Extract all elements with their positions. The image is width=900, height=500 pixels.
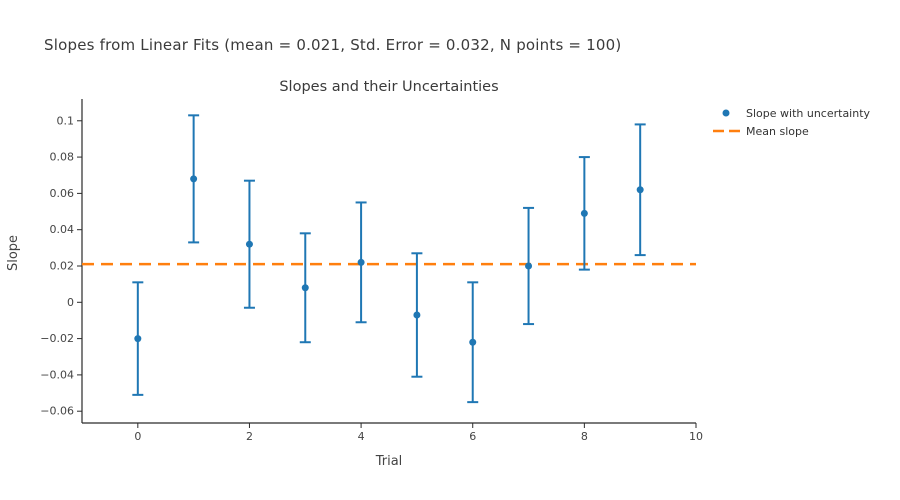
tick-label: 6 — [469, 430, 476, 443]
tick-label: −0.04 — [40, 368, 74, 381]
tick-label: 4 — [358, 430, 365, 443]
data-point-3[interactable] — [301, 284, 309, 292]
data-point-6[interactable] — [469, 338, 477, 346]
chart-title: Slopes and their Uncertainties — [279, 79, 499, 95]
data-point-0[interactable] — [134, 335, 142, 343]
legend: Slope with uncertainty Mean slope — [712, 105, 870, 139]
data-point-2[interactable] — [245, 240, 253, 248]
data-point-8[interactable] — [580, 209, 588, 217]
data-point-9[interactable] — [636, 186, 644, 194]
tick-label: 10 — [689, 430, 703, 443]
tick-label: 0 — [134, 430, 141, 443]
tick-label: −0.06 — [40, 405, 74, 418]
tick-label: 2 — [246, 430, 253, 443]
tick-label: 0 — [67, 296, 74, 309]
data-point-4[interactable] — [357, 258, 365, 266]
data-point-1[interactable] — [190, 175, 198, 183]
legend-dot-marker-icon — [722, 109, 730, 117]
legend-item-slope-with-uncertainty[interactable]: Slope with uncertainty — [712, 105, 870, 121]
legend-dashed-line-icon — [713, 129, 742, 133]
y-axis-title: Slope — [6, 234, 21, 272]
tick-label: 0.1 — [57, 114, 75, 127]
x-axis-title: Trial — [375, 454, 403, 469]
legend-label-slope-with-uncertainty: Slope with uncertainty — [746, 106, 871, 120]
tick-label: 0.06 — [50, 187, 75, 200]
tick-label: 0.04 — [50, 223, 75, 236]
data-point-5[interactable] — [413, 311, 421, 319]
tick-label: 0.08 — [50, 151, 75, 164]
legend-item-mean-slope[interactable]: Mean slope — [712, 123, 870, 139]
tick-label: 0.02 — [50, 259, 75, 272]
legend-label-mean-slope: Mean slope — [746, 124, 809, 138]
figure-suptitle: Slopes from Linear Fits (mean = 0.021, S… — [44, 36, 622, 54]
tick-label: 8 — [581, 430, 588, 443]
tick-label: −0.02 — [40, 332, 74, 345]
data-point-7[interactable] — [525, 262, 533, 270]
